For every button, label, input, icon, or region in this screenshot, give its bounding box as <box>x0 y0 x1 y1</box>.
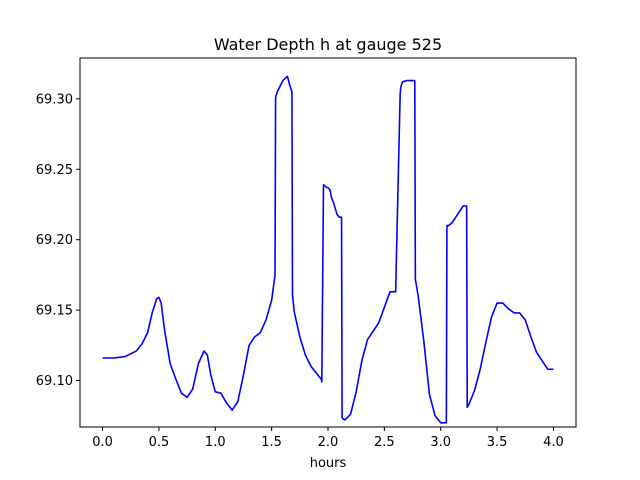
x-tick-label: 2.5 <box>374 435 395 450</box>
series-line-0 <box>102 75 554 424</box>
x-tick-label: 0.0 <box>92 435 113 450</box>
x-tick-label: 0.5 <box>149 435 170 450</box>
x-tick-label: 3.0 <box>430 435 451 450</box>
x-tick-label: 3.5 <box>487 435 508 450</box>
x-tick-label: 4.0 <box>543 435 564 450</box>
y-tick-label: 69.30 <box>36 92 73 107</box>
x-axis-ticks: 0.0 0.5 1.0 1.5 2.0 2.5 3.0 3.5 4.0 <box>92 427 564 450</box>
plot-background <box>80 58 576 427</box>
plot-area <box>79 57 577 428</box>
x-tick-label: 2.0 <box>318 435 339 450</box>
y-axis-ticks: 69.10 69.15 69.20 69.25 69.30 <box>36 92 80 389</box>
x-tick-label: 1.0 <box>205 435 226 450</box>
y-tick-label: 69.10 <box>36 374 73 389</box>
chart-title: Water Depth h at gauge 525 <box>214 35 442 54</box>
y-tick-label: 69.25 <box>36 163 73 178</box>
y-tick-label: 69.20 <box>36 233 73 248</box>
y-tick-label: 69.15 <box>36 304 73 319</box>
x-axis-label: hours <box>310 456 347 471</box>
x-tick-label: 1.5 <box>261 435 282 450</box>
series-layer <box>102 75 554 424</box>
